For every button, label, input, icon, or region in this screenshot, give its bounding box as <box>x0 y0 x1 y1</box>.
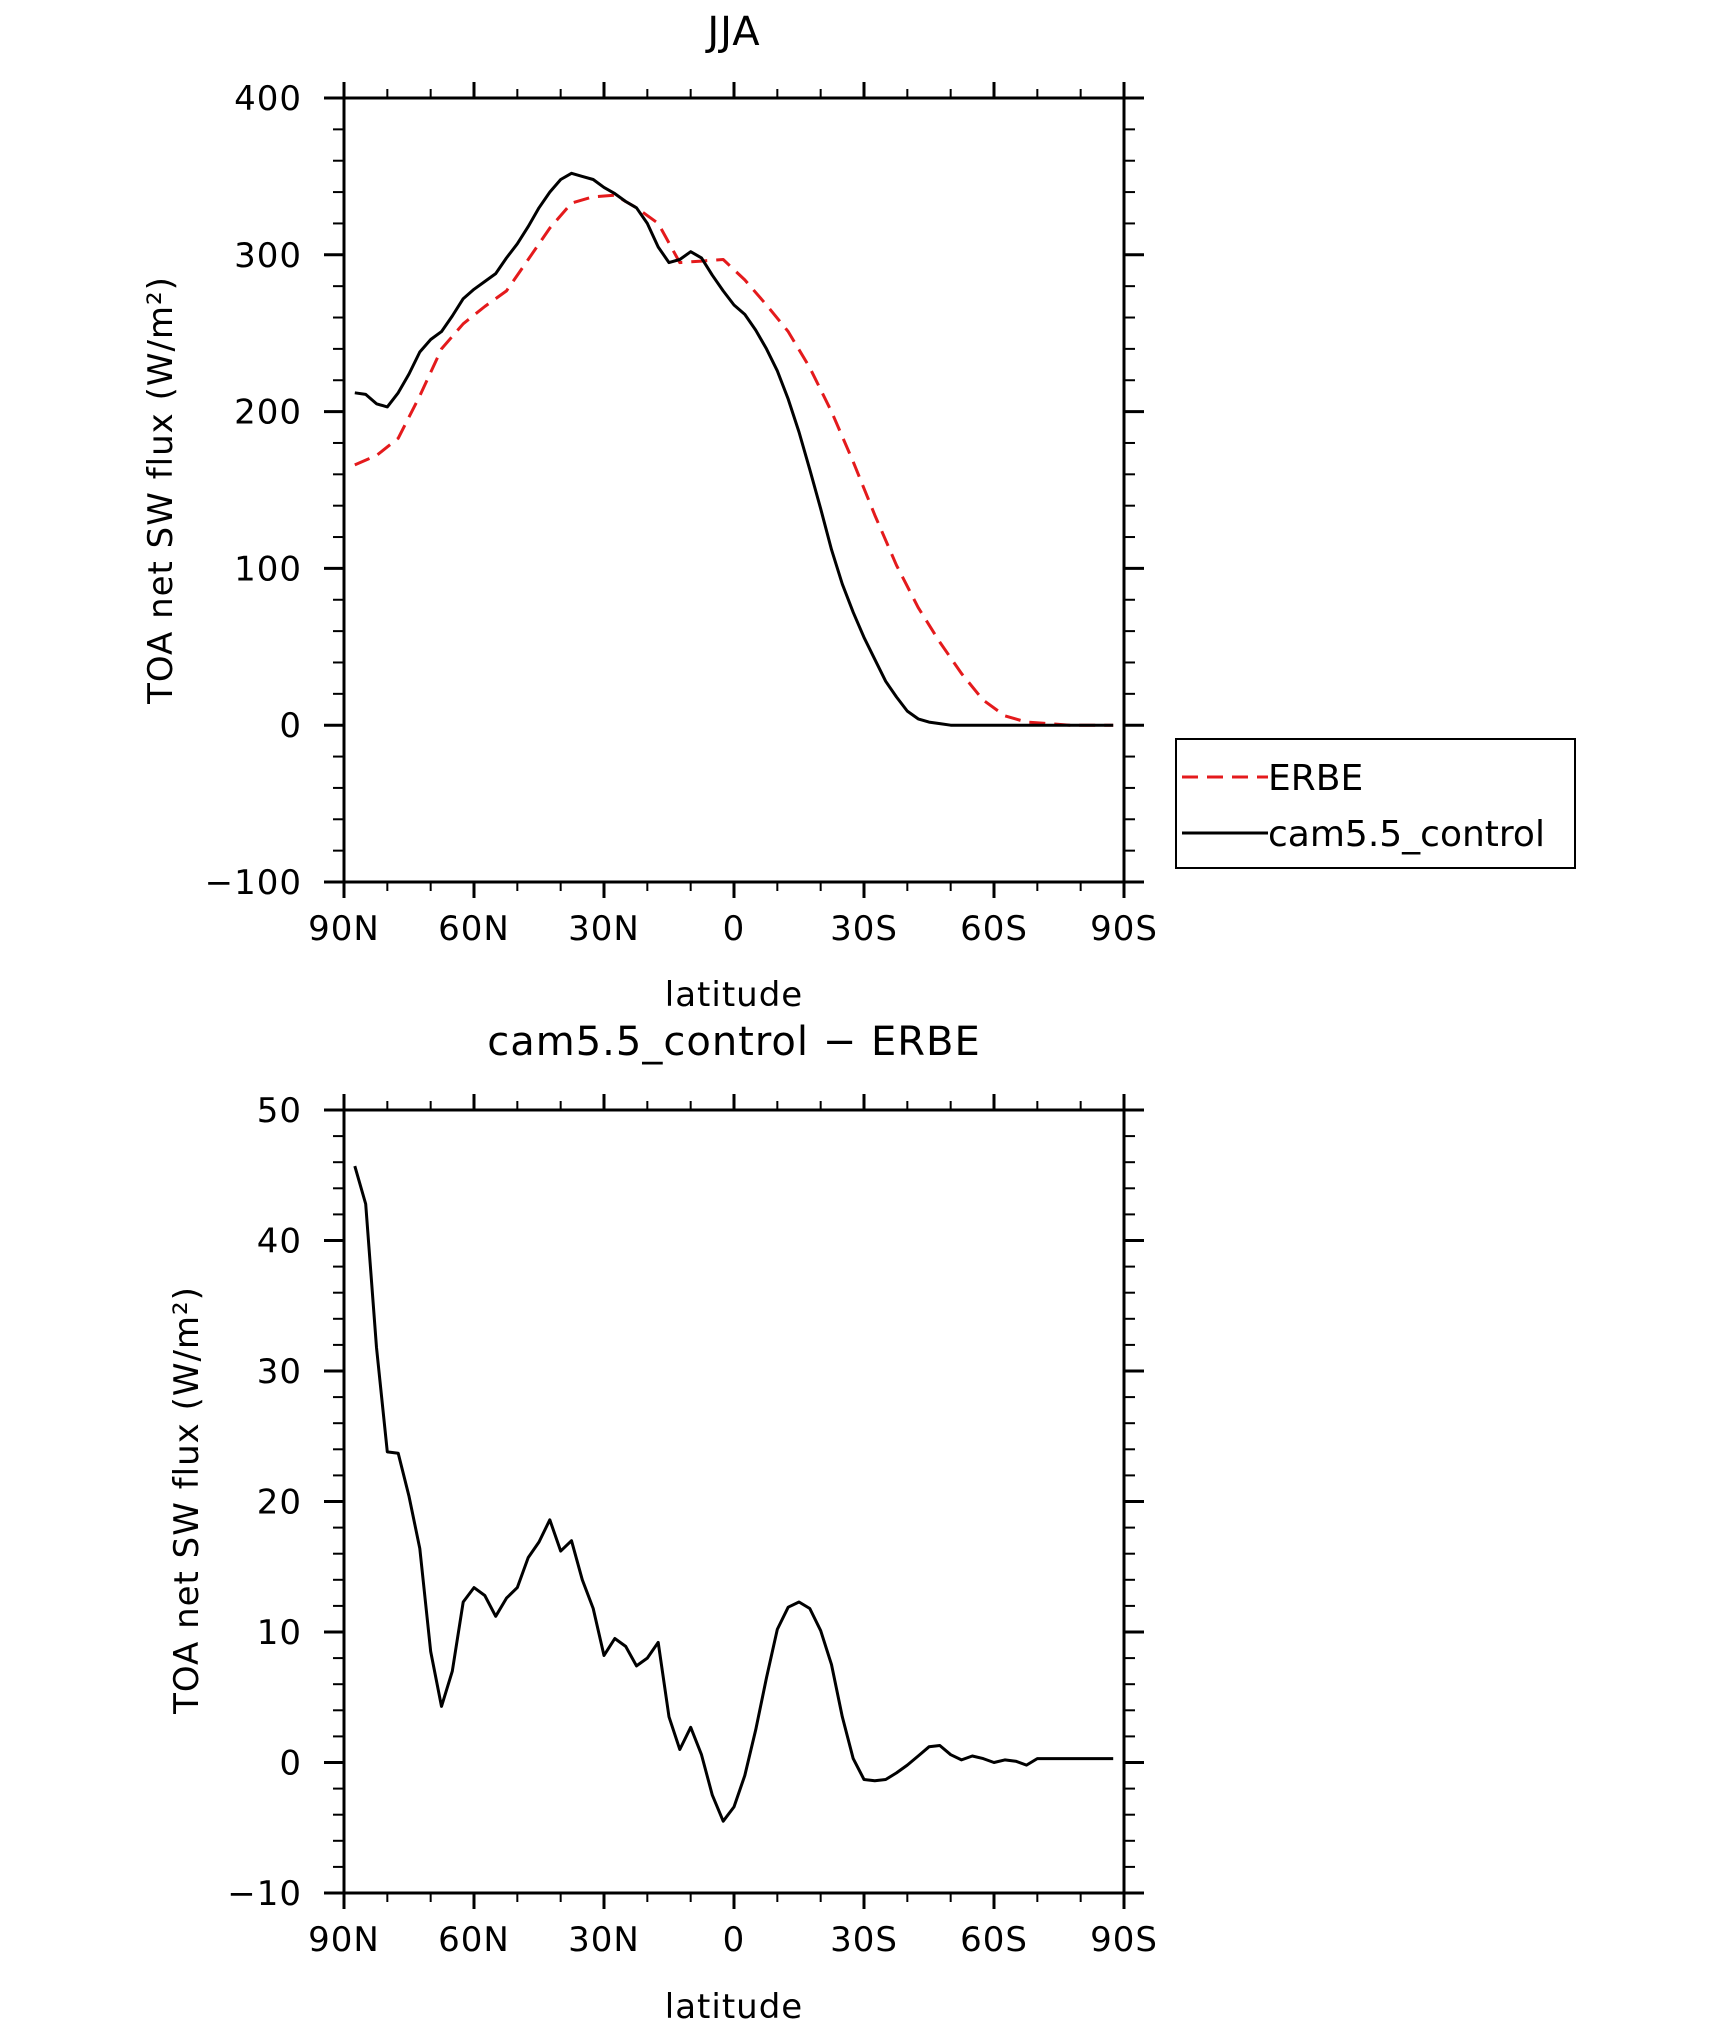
y-tick-label: 40 <box>257 1222 302 1262</box>
y-tick-label: −100 <box>205 863 302 903</box>
y-tick-label: 50 <box>257 1091 302 1131</box>
bottom-y-axis-label: TOA net SW flux (W/m²) <box>167 1286 207 1715</box>
top-x-axis-label: latitude <box>665 975 803 1015</box>
x-tick-label: 90N <box>308 909 380 949</box>
series-line-difference <box>353 1165 1114 1823</box>
bottom-axis-ticks <box>324 1094 1144 1909</box>
top-tick-labels: 90N 60N 30N 0 30S 60S 90S −100 0 100 200 300 400 <box>205 79 1158 949</box>
top-axis-ticks <box>324 82 1144 898</box>
x-tick-label: 30S <box>830 1920 898 1960</box>
series-line-erbe <box>354 193 1114 727</box>
bottom-series-lines <box>353 1165 1114 1823</box>
series-line-cam5-5-control <box>354 171 1114 727</box>
x-tick-label: 60N <box>438 1920 510 1960</box>
y-tick-label: 30 <box>257 1352 302 1392</box>
legend-label-erbe: ERBE <box>1268 758 1363 799</box>
x-tick-label: 0 <box>723 909 746 949</box>
x-tick-label: 60S <box>960 909 1028 949</box>
top-y-axis-label: TOA net SW flux (W/m²) <box>141 276 181 705</box>
x-tick-label: 90S <box>1090 909 1158 949</box>
top-panel: JJA 90N 60N 30N 0 30S 60S 90S −100 0 100 200 300 400… <box>141 9 1576 1015</box>
bottom-x-axis-label: latitude <box>665 1987 803 2021</box>
x-tick-label: 0 <box>723 1920 746 1960</box>
bottom-tick-labels: 90N 60N 30N 0 30S 60S 90S −10 0 10 20 30 40 50 <box>227 1091 1158 1960</box>
x-tick-label: 30S <box>830 909 898 949</box>
top-plot-frame <box>342 96 1126 884</box>
legend-label-cam: cam5.5_control <box>1268 814 1545 855</box>
y-tick-label: 300 <box>234 236 302 276</box>
bottom-chart-title: cam5.5_control − ERBE <box>487 1019 980 1065</box>
y-tick-label: 0 <box>279 1744 302 1784</box>
y-tick-label: 10 <box>257 1613 302 1653</box>
x-tick-label: 90N <box>308 1920 380 1960</box>
y-tick-label: 100 <box>234 549 302 589</box>
bottom-plot-frame <box>342 1108 1126 1895</box>
bottom-panel: cam5.5_control − ERBE 90N 60N 30N 0 30S 60S 90… <box>167 1019 1158 2021</box>
y-tick-label: −10 <box>227 1874 302 1914</box>
y-tick-label: 400 <box>234 79 302 119</box>
y-tick-label: 0 <box>279 706 302 746</box>
x-tick-label: 90S <box>1090 1920 1158 1960</box>
x-tick-label: 60S <box>960 1920 1028 1960</box>
top-series-lines <box>354 171 1114 727</box>
x-tick-label: 30N <box>568 1920 640 1960</box>
top-chart-title: JJA <box>704 9 760 55</box>
x-tick-label: 60N <box>438 909 510 949</box>
x-tick-label: 30N <box>568 909 640 949</box>
y-tick-label: 200 <box>234 393 302 433</box>
legend-box <box>1175 738 1576 869</box>
y-tick-label: 20 <box>257 1483 302 1523</box>
legend: ERBE cam5.5_control <box>1175 738 1576 869</box>
